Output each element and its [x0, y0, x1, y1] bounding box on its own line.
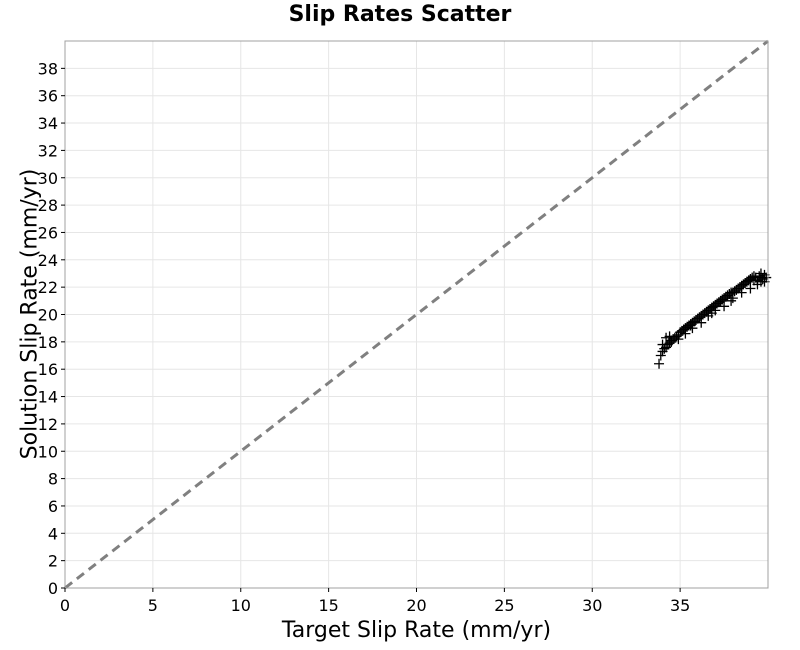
data-point	[673, 334, 684, 345]
y-tick-label: 18	[38, 333, 58, 352]
data-point	[761, 272, 772, 283]
x-tick-label: 10	[231, 596, 251, 615]
scatter-points	[654, 268, 772, 369]
y-tick-label: 2	[48, 552, 58, 571]
y-tick-label: 4	[48, 524, 58, 543]
y-axis-label: Solution Slip Rate (mm/yr)	[17, 168, 43, 460]
data-point	[719, 301, 730, 312]
x-tick-label: 35	[670, 596, 690, 615]
y-tick-label: 28	[38, 196, 58, 215]
y-tick-label: 16	[38, 360, 58, 379]
y-tick-label: 6	[48, 497, 58, 516]
reference-line	[64, 39, 769, 590]
data-point	[745, 283, 756, 294]
x-tick-label: 5	[148, 596, 158, 615]
y-tick-label: 10	[38, 442, 58, 461]
data-point	[680, 328, 691, 339]
x-axis-label: Target Slip Rate (mm/yr)	[281, 618, 552, 643]
y-tick-label: 30	[38, 169, 58, 188]
y-tick-label: 24	[38, 251, 58, 270]
x-tick-label: 20	[406, 596, 426, 615]
data-point	[685, 320, 696, 331]
y-tick-label: 32	[38, 141, 58, 160]
y-tick-label: 36	[38, 87, 58, 106]
data-point	[654, 358, 665, 369]
x-tick-label: 30	[582, 596, 602, 615]
data-point	[655, 350, 666, 361]
data-point	[664, 331, 675, 342]
x-tick-label: 0	[60, 596, 70, 615]
data-point	[706, 308, 717, 319]
x-axis-ticks: 0 5 10 15 20 25 30 35	[60, 588, 690, 615]
data-point	[657, 339, 668, 350]
chart-title: Slip Rates Scatter	[288, 2, 512, 27]
x-tick-label: 15	[318, 596, 338, 615]
y-tick-label: 8	[48, 470, 58, 489]
x-tick-label: 25	[494, 596, 514, 615]
data-point	[755, 268, 766, 279]
y-tick-label: 34	[38, 114, 58, 133]
y-tick-label: 38	[38, 59, 58, 78]
y-tick-label: 22	[38, 278, 58, 297]
data-point	[696, 317, 707, 328]
data-point	[666, 336, 677, 347]
y-tick-label: 0	[48, 579, 58, 598]
data-point	[748, 275, 759, 286]
data-point	[726, 295, 737, 306]
identity-line	[64, 39, 769, 590]
y-tick-label: 26	[38, 223, 58, 242]
y-tick-label: 12	[38, 415, 58, 434]
y-tick-label: 14	[38, 388, 58, 407]
y-tick-label: 20	[38, 306, 58, 325]
data-point	[736, 287, 747, 298]
